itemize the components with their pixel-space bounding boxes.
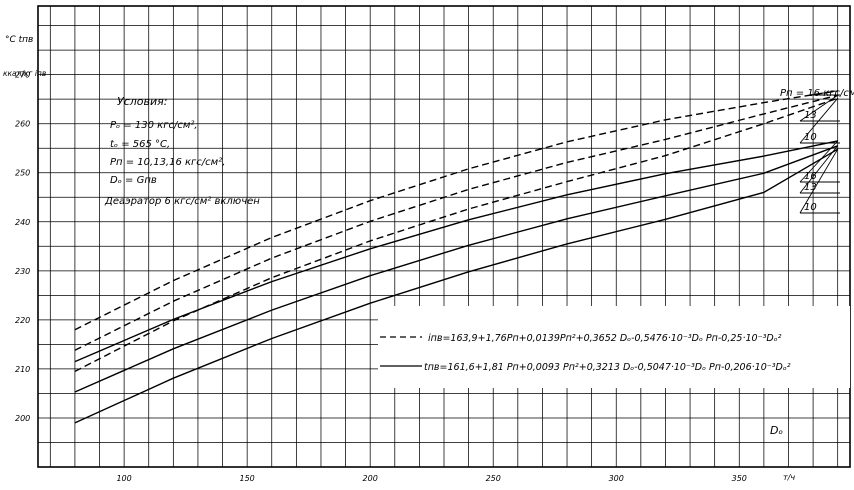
y-tick-label: 200 [15, 414, 30, 423]
x-tick-label: 200 [363, 474, 378, 483]
conditions-title: Условия: [117, 95, 167, 108]
series-line-enthalpy-13 [74, 94, 838, 351]
series-line-temperature-16 [74, 140, 838, 363]
y-axis-label-top: °C tпв [5, 35, 33, 45]
condition-line: Pп = 10,13,16 кгс/см², [110, 157, 225, 168]
x-axis-unit: т/ч [783, 473, 795, 482]
y-tick-label: 220 [15, 316, 30, 325]
condition-line: Dₒ = Gпв [110, 175, 157, 186]
y-tick-label: 270 [15, 71, 30, 80]
y-tick-labels: 200 210 220 230 240 250 260 270 [15, 71, 30, 423]
y-tick-label: 240 [15, 218, 30, 227]
series-label: 10 [804, 202, 817, 213]
series-line-enthalpy-16 [74, 90, 838, 331]
y-tick-label: 230 [15, 267, 30, 276]
y-tick-label: 250 [15, 169, 30, 178]
series-leader-line [799, 145, 839, 194]
series-leader-line [799, 140, 839, 183]
x-tick-label: 350 [732, 474, 747, 483]
plot-frame [37, 5, 851, 468]
grid [38, 6, 850, 467]
legend-formula-temperature: tпв=161,6+1,81 Pп+0,0093 Pп²+0,3213 Dₒ-0… [424, 362, 791, 373]
condition-line: tₒ = 565 °C, [110, 139, 170, 150]
series-label: 13 [804, 110, 817, 121]
series-label: 10 [804, 132, 817, 143]
series-leaders [799, 90, 840, 214]
legend-formula-enthalpy: iпв=163,9+1,76Pп+0,0139Pп²+0,3652 Dₒ-0,5… [428, 333, 782, 344]
series-label: 13 [804, 182, 817, 193]
y-tick-label: 260 [15, 120, 30, 129]
x-tick-labels: 100 150 200 250 300 350 [116, 474, 746, 483]
series-line-temperature-10 [74, 148, 839, 424]
series-leader-line [809, 90, 838, 96]
y-axis-label-bottom: ккал/кг iпв [3, 69, 46, 78]
condition-line: Pₒ = 130 кгс/см², [110, 120, 198, 131]
legend-box [378, 306, 850, 388]
series-line-temperature-13 [74, 145, 838, 393]
x-axis-label: Dₒ [770, 424, 783, 437]
series-leader-line [799, 148, 839, 214]
x-tick-label: 250 [486, 474, 501, 483]
x-tick-label: 150 [240, 474, 255, 483]
conditions-box: Условия: Pₒ = 130 кгс/см², tₒ = 565 °C, … [104, 95, 260, 207]
x-tick-label: 300 [609, 474, 624, 483]
legend: iпв=163,9+1,76Pп+0,0139Pп²+0,3652 Dₒ-0,5… [378, 306, 850, 388]
x-tick-label: 100 [116, 474, 131, 483]
series-leader-line [799, 94, 838, 122]
series-lines [74, 90, 839, 424]
series-label: 16 [804, 171, 817, 182]
series-leader-line [799, 97, 839, 144]
y-tick-label: 210 [15, 365, 30, 374]
conditions-footer: Деаэратор 6 кгс/см² включен [104, 196, 260, 207]
